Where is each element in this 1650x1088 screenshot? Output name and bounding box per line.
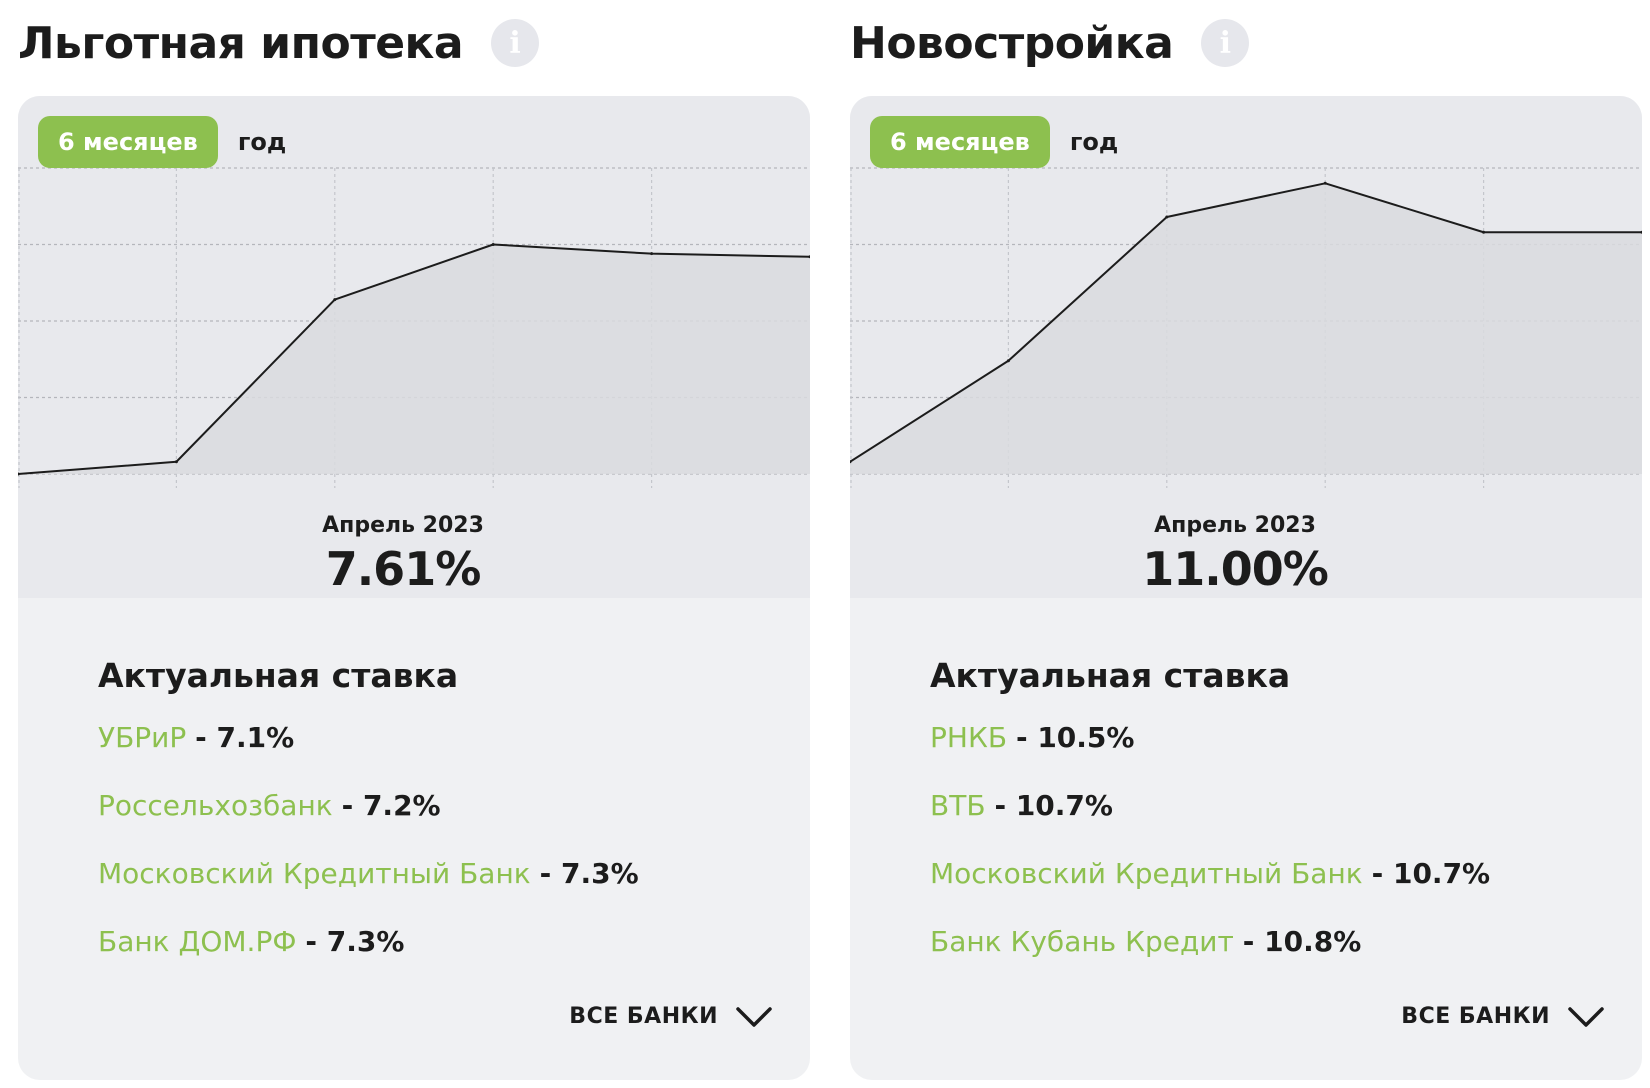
series-area: [850, 183, 1642, 475]
all-banks-label: ВСЕ БАНКИ: [1401, 1004, 1550, 1029]
bank-rate: - 7.3%: [305, 925, 405, 958]
period-label: Апрель 2023: [1154, 513, 1316, 538]
bank-rate-value: 10.7%: [1392, 857, 1491, 890]
data-point: [174, 460, 178, 464]
tab-6-months[interactable]: 6 месяцев: [38, 116, 218, 168]
bank-link[interactable]: Московский Кредитный Банк: [98, 857, 531, 890]
bank-link[interactable]: Московский Кредитный Банк: [930, 857, 1363, 890]
data-point: [1323, 181, 1327, 185]
rate-card: 6 месяцев год Апрель 2023 11.00% Актуаль…: [850, 96, 1642, 1080]
bank-link[interactable]: Россельхозбанк: [98, 789, 333, 822]
panel-title: Новостройка: [850, 17, 1174, 69]
data-point: [808, 255, 810, 259]
info-icon[interactable]: i: [1201, 19, 1250, 67]
bank-rate-row: Россельхозбанк - 7.2%: [98, 783, 798, 851]
bank-rate-value: 10.5%: [1037, 721, 1135, 754]
bank-rate-row: Московский Кредитный Банк - 7.3%: [98, 851, 798, 919]
series-line: [850, 182, 1642, 463]
bank-rate-row: Банк ДОМ.РФ - 7.3%: [98, 919, 798, 987]
rate-card: 6 месяцев год Апрель 2023 7.61% Актуальн…: [18, 96, 810, 1080]
series-area: [18, 244, 810, 474]
bank-link[interactable]: Банк Кубань Кредит: [930, 925, 1234, 958]
bank-rate: - 10.7%: [994, 789, 1113, 822]
bank-rate: - 7.1%: [195, 721, 295, 754]
bank-rate-value: 7.2%: [362, 789, 441, 822]
info-icon[interactable]: i: [491, 19, 540, 67]
chart-area: 6 месяцев год Апрель 2023 7.61%: [18, 96, 810, 598]
bank-link[interactable]: УБРиР: [98, 721, 187, 754]
all-banks-button[interactable]: ВСЕ БАНКИ: [1401, 1004, 1604, 1029]
data-point: [1482, 230, 1486, 234]
all-banks-label: ВСЕ БАНКИ: [569, 1004, 718, 1029]
actual-rates: Актуальная ставка УБРиР - 7.1% Россельхо…: [98, 656, 798, 987]
period-tabs: 6 месяцев год: [870, 116, 1138, 168]
chevron-down-icon: [736, 1006, 772, 1027]
period-label: Апрель 2023: [322, 513, 484, 538]
bank-rate: - 10.5%: [1015, 721, 1135, 754]
current-rate: 11.00%: [1142, 542, 1329, 596]
data-point: [1006, 359, 1010, 363]
bank-rate: - 10.7%: [1371, 857, 1491, 890]
data-point: [1165, 215, 1169, 219]
bank-rate-row: РНКБ - 10.5%: [930, 715, 1630, 783]
bank-rate-row: ВТБ - 10.7%: [930, 783, 1630, 851]
rates-title: Актуальная ставка: [98, 656, 459, 695]
actual-rates: Актуальная ставка РНКБ - 10.5% ВТБ - 10.…: [930, 656, 1630, 987]
panel-new-building: Новостройка i 6 месяцев год Апрель 2023 …: [850, 0, 1650, 1088]
bank-rate-row: УБРиР - 7.1%: [98, 715, 798, 783]
current-rate: 7.61%: [325, 542, 482, 596]
data-point: [1640, 230, 1642, 234]
bank-link[interactable]: РНКБ: [930, 721, 1008, 754]
data-point: [850, 460, 852, 464]
period-tabs: 6 месяцев год: [38, 116, 306, 168]
all-banks-button[interactable]: ВСЕ БАНКИ: [569, 1004, 772, 1029]
bank-link[interactable]: ВТБ: [930, 789, 986, 822]
chart-area: 6 месяцев год Апрель 2023 11.00%: [850, 96, 1642, 598]
rates-title: Актуальная ставка: [930, 656, 1291, 695]
data-point: [18, 472, 20, 476]
panel-title: Льготная ипотека: [18, 17, 464, 69]
tab-year[interactable]: год: [237, 128, 287, 156]
series-line: [18, 243, 810, 475]
panel-preferential-mortgage: Льготная ипотека i 6 месяцев год Апрель …: [18, 0, 818, 1088]
data-point: [650, 252, 654, 256]
tab-year[interactable]: год: [1069, 128, 1119, 156]
bank-rate-value: 10.8%: [1264, 925, 1362, 958]
data-point: [491, 243, 495, 246]
bank-rate: - 10.8%: [1242, 925, 1362, 958]
rate-chart: [18, 167, 810, 488]
bank-rate: - 7.3%: [539, 857, 639, 890]
bank-rate-value: 7.3%: [326, 925, 405, 958]
panel-header: Льготная ипотека i: [18, 12, 540, 74]
bank-rate-row: Банк Кубань Кредит - 10.8%: [930, 919, 1630, 987]
bank-rate-value: 7.1%: [216, 721, 295, 754]
bank-rate-value: 10.7%: [1015, 789, 1113, 822]
rate-chart: [850, 167, 1642, 488]
bank-rate-row: Московский Кредитный Банк - 10.7%: [930, 851, 1630, 919]
bank-rate-value: 7.3%: [560, 857, 639, 890]
panel-header: Новостройка i: [850, 12, 1250, 74]
data-point: [333, 298, 337, 302]
tab-6-months[interactable]: 6 месяцев: [870, 116, 1050, 168]
bank-rate: - 7.2%: [341, 789, 441, 822]
bank-link[interactable]: Банк ДОМ.РФ: [98, 925, 297, 958]
chevron-down-icon: [1568, 1006, 1604, 1027]
